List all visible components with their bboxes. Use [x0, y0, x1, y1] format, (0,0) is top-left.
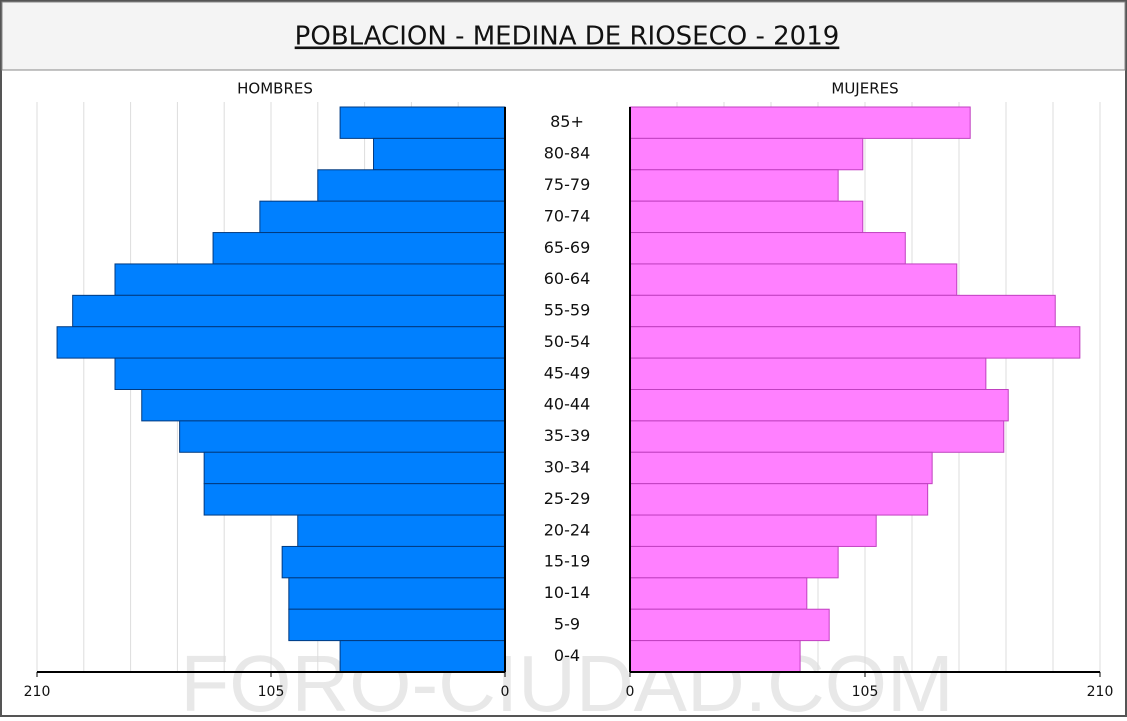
bar: [629, 263, 958, 296]
category-label: 75-79: [544, 175, 591, 194]
bar: [339, 106, 506, 139]
category-label: 45-49: [544, 363, 591, 382]
bar: [373, 137, 506, 171]
x-tick-label: 0: [626, 684, 635, 700]
category-label: 65-69: [544, 238, 591, 257]
bar: [212, 232, 506, 265]
bar: [629, 294, 1056, 328]
watermark: FORO-CIUDAD.COM: [180, 639, 953, 717]
category-label: 55-59: [544, 301, 591, 320]
category-label: 60-64: [544, 269, 591, 288]
legend-label: MUJERES: [831, 80, 898, 98]
bar: [629, 169, 839, 202]
bar: [629, 106, 971, 139]
bar: [339, 640, 506, 673]
bar: [72, 294, 506, 328]
category-label: 15-19: [544, 552, 591, 571]
bar: [288, 577, 506, 610]
x-tick-label: 210: [1087, 684, 1114, 700]
bar: [203, 483, 506, 516]
bar: [629, 608, 830, 642]
category-label: 70-74: [544, 206, 591, 225]
category-label: 50-54: [544, 332, 591, 351]
bar: [629, 357, 987, 391]
bar: [141, 389, 506, 422]
bar: [203, 451, 506, 485]
category-label: 35-39: [544, 426, 591, 445]
bar: [629, 451, 933, 485]
bar: [629, 577, 808, 610]
bar: [288, 608, 506, 642]
bar: [629, 200, 864, 234]
category-label: 85+: [550, 112, 584, 131]
legend-label: HOMBRES: [237, 80, 313, 98]
bar: [629, 640, 801, 673]
bar: [629, 137, 864, 171]
bar: [179, 420, 506, 453]
bar: [629, 545, 839, 579]
bar: [629, 389, 1009, 422]
category-label: 80-84: [544, 144, 591, 163]
category-label: 0-4: [554, 646, 580, 665]
category-label: 40-44: [544, 395, 591, 414]
bar: [114, 357, 506, 391]
category-label: 10-14: [544, 583, 591, 602]
bar: [317, 169, 506, 202]
category-label: 30-34: [544, 457, 591, 476]
category-label: 25-29: [544, 489, 591, 508]
category-label: 5-9: [554, 614, 580, 633]
bar: [281, 545, 506, 579]
bar: [629, 232, 906, 265]
bar: [297, 514, 506, 547]
bar: [629, 514, 877, 547]
x-tick-label: 210: [24, 684, 51, 700]
x-tick-label: 105: [258, 684, 285, 700]
bar: [629, 420, 1005, 453]
bar: [114, 263, 506, 296]
bar: [629, 483, 929, 516]
x-tick-label: 105: [852, 684, 879, 700]
title-box: [1, 1, 1126, 71]
x-tick-label: 0: [501, 684, 510, 700]
bar: [629, 326, 1081, 359]
category-label: 20-24: [544, 520, 591, 539]
bar: [259, 200, 506, 234]
bar: [56, 326, 506, 359]
chart-title: POBLACION - MEDINA DE RIOSECO - 2019: [295, 22, 840, 52]
